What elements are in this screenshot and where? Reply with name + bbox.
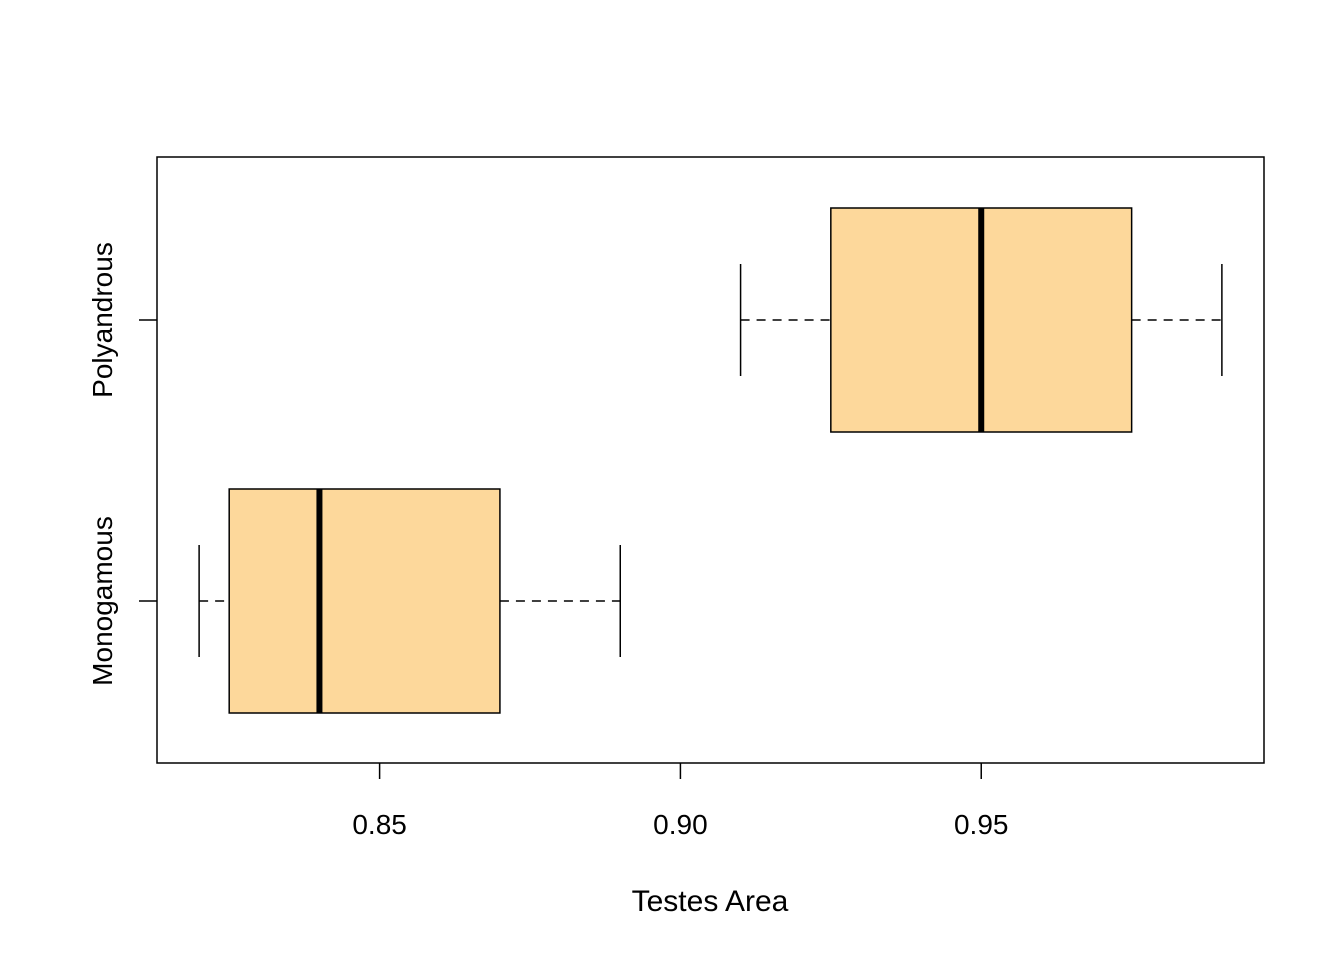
plot-frame bbox=[156, 156, 1265, 764]
x-axis-label: Testes Area bbox=[632, 885, 789, 918]
y-tick-label: Polyandrous bbox=[87, 242, 118, 398]
x-tick-label: 0.85 bbox=[352, 809, 407, 840]
y-tick-label: Monogamous bbox=[87, 516, 118, 686]
x-tick-label: 0.95 bbox=[954, 809, 1009, 840]
box-monogamous bbox=[198, 488, 622, 714]
box-polyandrous bbox=[739, 207, 1223, 433]
iqr-box bbox=[228, 488, 501, 714]
x-axis: 0.85 0.90 0.95 bbox=[352, 763, 1008, 840]
y-axis: Monogamous Polyandrous bbox=[87, 242, 157, 686]
boxes bbox=[198, 207, 1223, 714]
x-tick-label: 0.90 bbox=[653, 809, 708, 840]
